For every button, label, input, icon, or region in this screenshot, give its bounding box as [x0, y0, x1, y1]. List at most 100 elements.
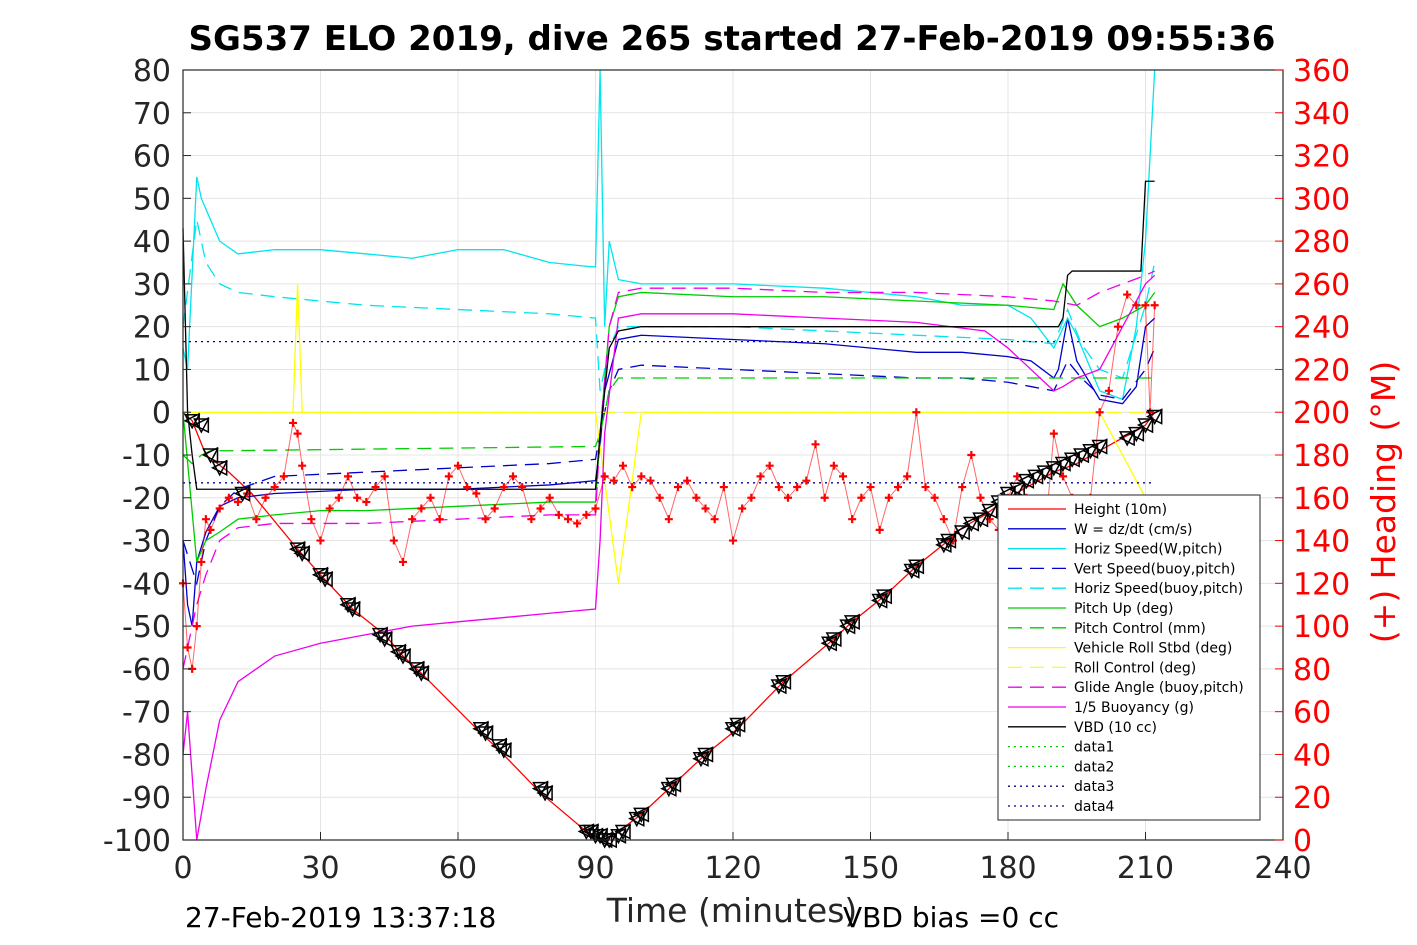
sample-marker [1045, 461, 1063, 477]
heading-point [499, 483, 508, 492]
sample-marker [183, 412, 200, 429]
sample-marker [476, 724, 494, 742]
heading-point [857, 493, 866, 502]
heading-point [573, 519, 582, 528]
heading-point [784, 493, 792, 502]
heading-point [289, 418, 297, 427]
heading-point [729, 536, 737, 545]
sample-marker [971, 510, 989, 528]
footer-timestamp: 27-Feb-2019 13:37:18 [185, 901, 496, 934]
sample-marker [394, 649, 412, 665]
sample-marker [201, 446, 219, 464]
heading-point [774, 483, 783, 492]
sample-marker [293, 546, 311, 562]
y-right-tick-label: 140 [1293, 525, 1350, 560]
heading-point [417, 504, 426, 513]
sample-marker [875, 587, 892, 605]
y-tick-label: -60 [122, 653, 171, 688]
heading-point [976, 493, 985, 502]
sample-marker [316, 572, 334, 588]
y-axis-right-label: (+) Heading (°M) [1364, 361, 1403, 643]
heading-point [683, 476, 692, 485]
heading-point [591, 504, 600, 513]
heading-point [536, 504, 545, 513]
sample-marker [614, 824, 632, 841]
heading-point [894, 483, 902, 492]
y-right-tick-label: 360 [1293, 54, 1350, 89]
sample-marker [1073, 448, 1090, 464]
heading-point [1123, 290, 1132, 299]
sample-marker [1091, 439, 1108, 456]
y-right-tick-label: 20 [1293, 781, 1331, 816]
sample-marker [1018, 473, 1035, 490]
heading-point [518, 483, 527, 492]
sample-marker [343, 600, 361, 618]
heading-point [609, 476, 618, 485]
heading-point [334, 493, 343, 502]
sample-marker [1054, 456, 1072, 473]
heading-point [252, 515, 261, 524]
y-tick-label: 80 [133, 54, 171, 89]
heading-point [454, 461, 462, 470]
heading-point [344, 472, 352, 481]
heading-trace [182, 293, 1156, 669]
x-tick-label: 120 [704, 851, 761, 886]
series-line [182, 219, 1156, 391]
heading-point [967, 451, 976, 459]
heading-point [389, 536, 398, 545]
x-axis-label: Time (minutes) [606, 891, 858, 930]
sample-marker [1036, 465, 1053, 481]
y-right-tick-label: 60 [1293, 696, 1331, 731]
heading-point [664, 515, 673, 524]
y-tick-label: 40 [133, 225, 171, 260]
sample-marker [413, 666, 430, 682]
heading-point [426, 493, 435, 502]
sample-marker [412, 664, 430, 682]
footer-vbd-bias: VBD bias =0 cc [843, 901, 1059, 934]
heading-point [399, 557, 407, 566]
sample-marker [1146, 409, 1163, 426]
y-tick-label: -10 [122, 439, 171, 474]
y-right-tick-label: 100 [1293, 610, 1350, 645]
heading-point [829, 461, 838, 470]
sample-marker [344, 602, 361, 618]
heading-point [1049, 429, 1058, 438]
heading-point [619, 461, 627, 470]
heading-point [279, 472, 288, 481]
sample-marker [1145, 408, 1163, 425]
heading-point [215, 504, 224, 513]
sample-marker [1082, 443, 1099, 460]
x-tick-label: 180 [979, 851, 1036, 886]
y-right-tick-label: 80 [1293, 653, 1331, 688]
legend-entry: W = dz/dt (cm/s) [1074, 522, 1193, 538]
sample-marker [972, 512, 989, 528]
y-tick-label: 30 [133, 268, 171, 303]
heading-point [939, 515, 948, 524]
heading-point [192, 622, 201, 631]
heading-point [463, 483, 472, 492]
y-right-tick-label: 120 [1293, 567, 1350, 602]
sample-marker [774, 673, 792, 690]
legend: Height (10m) W = dz/dt (cm/s) Horiz Speed(… [997, 494, 1261, 821]
heading-point [490, 504, 499, 513]
series-line [182, 180, 1155, 490]
heading-point [1095, 408, 1104, 417]
sample-marker [953, 523, 970, 541]
legend-entry: Horiz Speed(W,pitch) [1074, 542, 1222, 558]
heading-point [353, 493, 362, 502]
heading-point [719, 483, 728, 492]
x-tick-label: 60 [439, 851, 477, 886]
series-line [182, 69, 1156, 401]
axes: 80706050403020100-10-20-30-40-50-60-70-8… [103, 54, 1350, 886]
series-line [182, 282, 1156, 563]
sample-marker [1008, 482, 1026, 498]
sample-marker [664, 776, 682, 793]
sample-marker [728, 716, 746, 733]
heading-point [408, 515, 417, 524]
y-tick-label: -40 [122, 567, 171, 602]
heading-point [903, 472, 912, 481]
heading-point [206, 525, 215, 534]
legend-entry: Pitch Control (mm) [1074, 621, 1206, 637]
y-tick-label: -50 [122, 610, 171, 645]
sample-marker [316, 570, 333, 588]
